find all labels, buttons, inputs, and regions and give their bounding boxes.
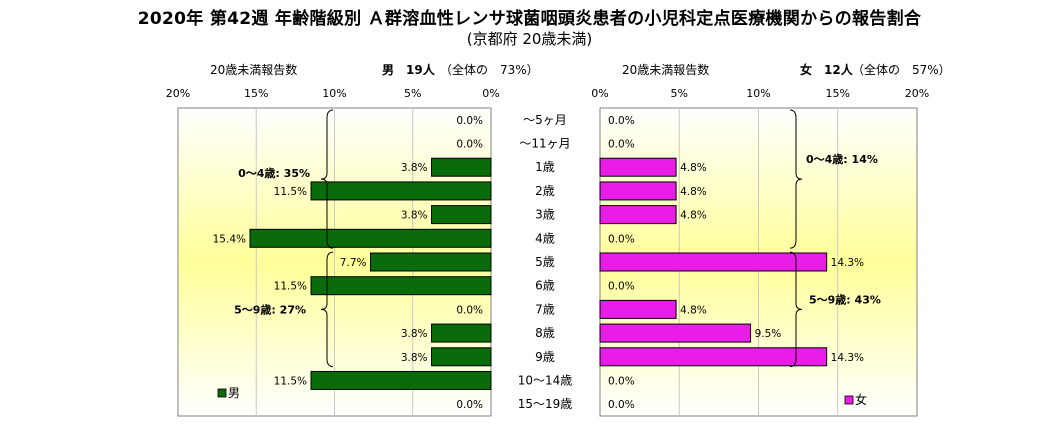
female-value-label: 0.0% [608,375,635,387]
chart-subtitle: (京都府 20歳未満) [466,30,593,48]
age-category-label: 1歳 [535,160,555,174]
category-labels: ～5ヶ月 ～11ヶ月 1歳 2歳 3歳 4歳 5歳 6歳 7歳 8歳 9歳 10～14歳 15～19歳 [518,113,573,411]
female-bar [599,347,828,367]
male-value-label: 3.8% [401,210,428,222]
female-brace-5-9 [789,251,803,368]
right-count-label: 20歳未満報告数 [622,63,710,77]
male-value-label: 0.0% [456,139,483,151]
female-value-label: 0.0% [608,139,635,151]
age-group-braces: 0～4歳: 35% 5～9歳: 27% 0～4歳: 14% 5～9歳: 43% [234,109,881,368]
female-value-label: 4.8% [680,304,707,316]
female-bar [599,157,677,177]
age-category-label: 10～14歳 [518,373,573,387]
female-bar [599,299,677,319]
female-x-tick-label: 15% [826,87,850,100]
male-value-label: 11.5% [274,186,307,198]
female-legend-label: 女 [855,392,867,407]
male-value-label: 11.5% [274,281,307,293]
female-value-label: 4.8% [680,186,707,198]
male-value-label: 15.4% [213,233,246,245]
female-x-tick-label: 0% [591,87,608,100]
male-bar [249,228,492,248]
female-value-label: 0.0% [608,115,635,127]
female-5-9-share-label: 5～9歳: 43% [809,292,881,306]
male-legend-label: 男 [228,386,240,400]
female-value-label: 14.3% [831,352,864,364]
male-bar [431,157,492,177]
age-category-label: 5歳 [535,255,555,269]
male-bar [369,252,492,272]
male-bar [431,347,492,367]
male-brace-5-9 [320,251,334,368]
male-value-label: 0.0% [456,115,483,127]
female-value-label: 9.5% [755,328,782,340]
age-category-label: ～5ヶ月 [523,113,567,127]
age-category-label: ～11ヶ月 [519,137,570,151]
male-value-label: 3.8% [401,328,428,340]
male-bar [431,205,492,225]
female-value-label: 0.0% [608,233,635,245]
female-value-label: 14.3% [831,257,864,269]
male-bar [310,276,492,296]
female-value-label: 4.8% [680,162,707,174]
male-x-tick-label: 10% [322,87,346,100]
male-bar [431,323,492,343]
right-share: （全体の 57%） [852,63,951,77]
female-bar [599,252,828,272]
age-category-label: 2歳 [535,184,555,198]
left-sex-count: 男 19人 [382,63,435,77]
male-bar [310,181,492,201]
female-x-tick-label: 10% [746,87,770,100]
age-category-label: 9歳 [535,350,555,364]
male-value-label: 0.0% [456,304,483,316]
left-share: （全体の 73%） [440,63,539,77]
male-value-label: 3.8% [401,162,428,174]
male-value-label: 0.0% [456,399,483,411]
male-5-9-share-label: 5～9歳: 27% [234,302,306,316]
age-category-label: 4歳 [535,231,555,245]
male-x-tick-label: 20% [166,87,190,100]
male-value-label: 3.8% [401,352,428,364]
legend: 男女 [217,386,867,407]
male-brace-0-4 [320,109,334,249]
female-x-tick-label: 20% [905,87,929,100]
age-category-label: 3歳 [535,208,555,222]
female-legend-swatch [844,395,854,405]
male-plot-area: 20% 15% 10% 5% 0% 0.0% 0.0% 3.8% 11.5% 3.8% 15.4% 7… [166,87,500,417]
male-bar [310,370,492,390]
male-x-tick-label: 15% [244,87,268,100]
chart-title: 2020年 第42週 年齢階級別 Ａ群溶血性レンサ球菌咽頭炎患者の小児科定点医療… [137,9,922,29]
male-x-tick-label: 0% [482,87,499,100]
female-bar [599,205,677,225]
age-category-label: 6歳 [535,279,555,293]
female-plot-area: 0% 5% 10% 15% 20% 0.0% 0.0% 4.8% 4.8% 4.8% 0.0% 14.… [591,87,929,417]
female-value-label: 0.0% [608,281,635,293]
female-bar [599,181,677,201]
age-category-label: 7歳 [535,302,555,316]
female-value-label: 4.8% [680,210,707,222]
male-0-4-share-label: 0～4歳: 35% [238,166,310,180]
right-sex-count: 女 12人 [800,63,853,77]
female-bar [599,323,752,343]
male-x-tick-label: 5% [404,87,421,100]
female-value-label: 0.0% [608,399,635,411]
male-legend-swatch [217,388,227,398]
age-category-label: 8歳 [535,326,555,340]
female-brace-0-4 [789,109,803,249]
age-category-label: 15～19歳 [518,397,573,411]
male-value-label: 11.5% [274,375,307,387]
left-count-label: 20歳未満報告数 [210,63,298,77]
female-x-tick-label: 5% [671,87,688,100]
male-value-label: 7.7% [340,257,367,269]
female-0-4-share-label: 0～4歳: 14% [806,152,878,166]
